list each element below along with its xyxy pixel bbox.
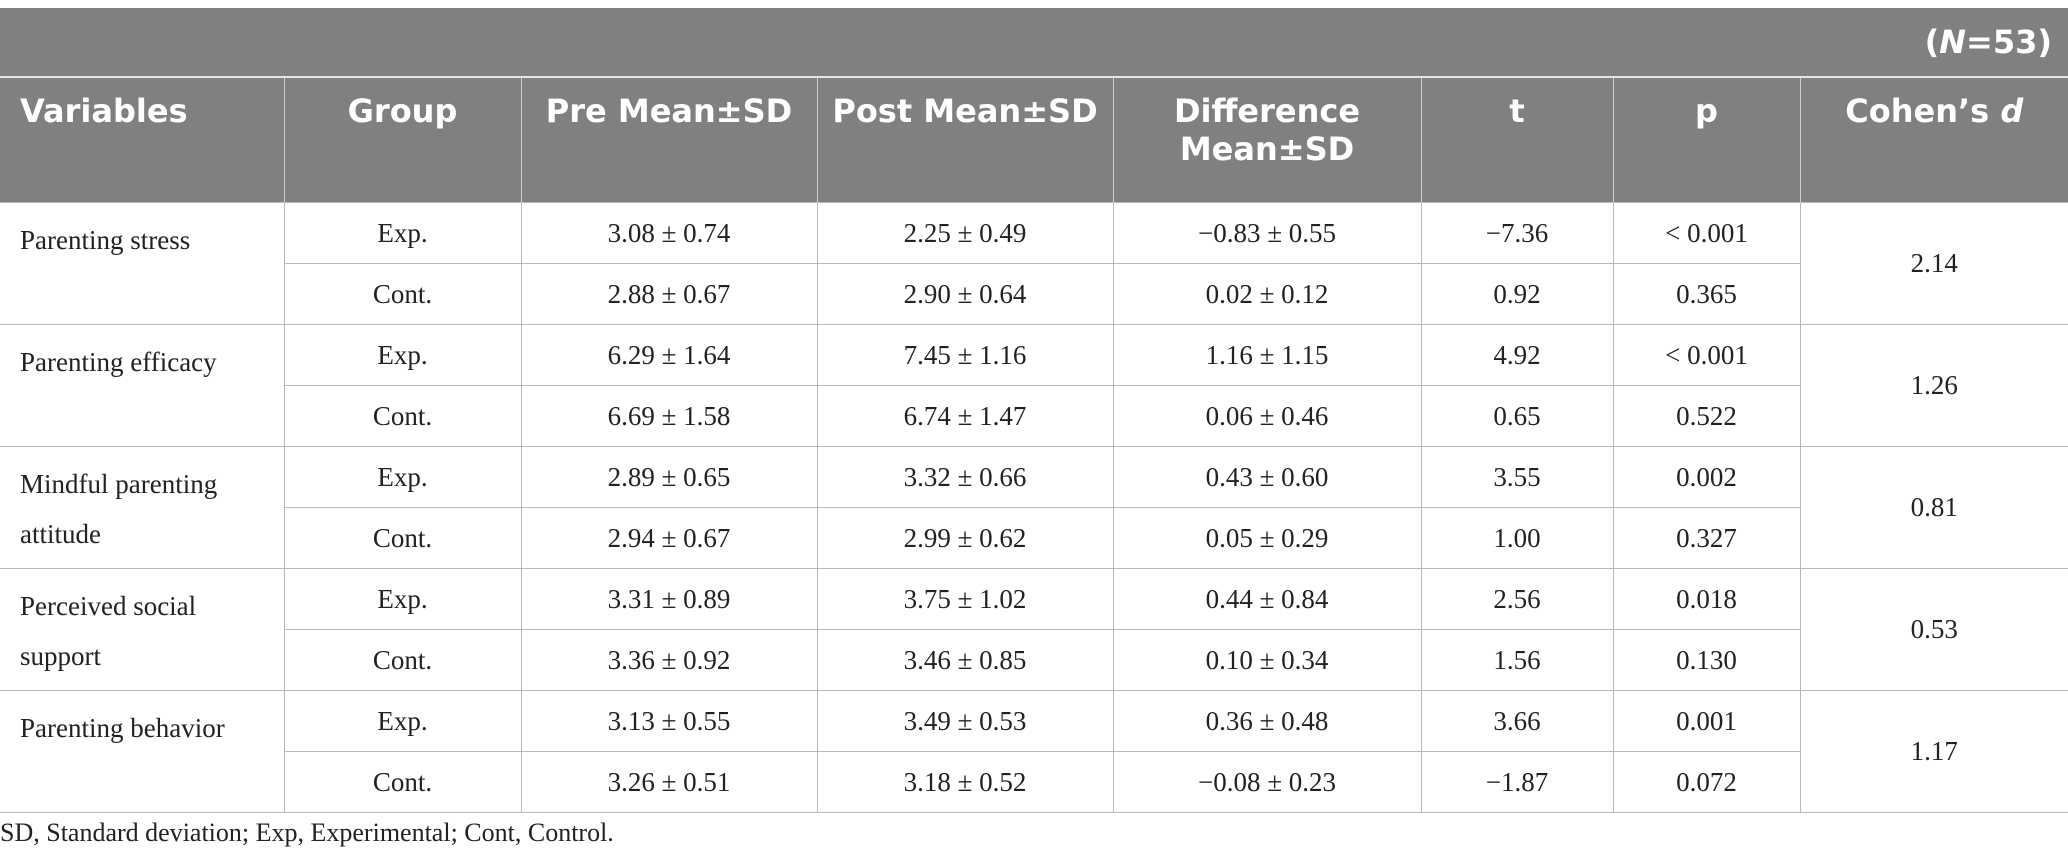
pre-cell: 3.26 ± 0.51 — [520, 751, 818, 813]
difference-cell: 0.43 ± 0.60 — [1112, 446, 1422, 508]
results-table: (N=53) Variables Group Pre Mean±SD Post … — [0, 8, 2068, 813]
t-cell: 3.66 — [1420, 690, 1614, 752]
p-cell: 0.072 — [1612, 751, 1801, 813]
t-cell: 3.55 — [1420, 446, 1614, 508]
t-cell: −1.87 — [1420, 751, 1614, 813]
t-cell: 2.56 — [1420, 568, 1614, 630]
p-cell: 0.522 — [1612, 385, 1801, 447]
t-cell: 1.00 — [1420, 507, 1614, 569]
p-cell: < 0.001 — [1612, 202, 1801, 264]
table-footnote: SD, Standard deviation; Exp, Experimenta… — [0, 818, 614, 847]
header-row: Variables Group Pre Mean±SD Post Mean±SD… — [0, 77, 2068, 203]
group-cell: Exp. — [283, 324, 522, 386]
group-cell: Cont. — [283, 751, 522, 813]
post-cell: 2.99 ± 0.62 — [816, 507, 1114, 569]
pre-cell: 6.29 ± 1.64 — [520, 324, 818, 386]
table-row: Cont. 2.88 ± 0.67 2.90 ± 0.64 0.02 ± 0.12 0.… — [0, 263, 2068, 325]
difference-cell: 0.36 ± 0.48 — [1112, 690, 1422, 752]
cohens-d-cell: 2.14 — [1799, 202, 2068, 325]
p-cell: < 0.001 — [1612, 324, 1801, 386]
pre-cell: 3.36 ± 0.92 — [520, 629, 818, 691]
variable-cell: Perceived social support — [0, 568, 285, 691]
group-cell: Exp. — [283, 568, 522, 630]
difference-cell: 0.44 ± 0.84 — [1112, 568, 1422, 630]
header-pre: Pre Mean±SD — [520, 77, 817, 203]
post-cell: 3.75 ± 1.02 — [816, 568, 1114, 630]
variable-cell: Parenting stress — [0, 202, 285, 325]
table-row: Cont. 3.36 ± 0.92 3.46 ± 0.85 0.10 ± 0.34 1.… — [0, 629, 2068, 691]
pre-cell: 6.69 ± 1.58 — [520, 385, 818, 447]
variable-cell: Mindful parenting attitude — [0, 446, 285, 569]
header-t: t — [1420, 77, 1613, 203]
group-cell: Exp. — [283, 446, 522, 508]
variable-cell: Parenting efficacy — [0, 324, 285, 447]
p-cell: 0.365 — [1612, 263, 1801, 325]
post-cell: 7.45 ± 1.16 — [816, 324, 1114, 386]
difference-cell: 1.16 ± 1.15 — [1112, 324, 1422, 386]
post-cell: 3.32 ± 0.66 — [816, 446, 1114, 508]
post-cell: 2.25 ± 0.49 — [816, 202, 1114, 264]
p-cell: 0.018 — [1612, 568, 1801, 630]
table-row: Perceived social support Exp. 3.31 ± 0.89 3… — [0, 568, 2068, 691]
table-body: Parenting stress Exp. 3.08 ± 0.74 2.25 ± 0.… — [0, 202, 2068, 813]
table-row: Cont. 3.26 ± 0.51 3.18 ± 0.52 −0.08 ± 0.23−… — [0, 751, 2068, 813]
difference-cell: 0.05 ± 0.29 — [1112, 507, 1422, 569]
header-difference: Difference Mean±SD — [1112, 77, 1421, 203]
header-cohens-d: Cohen’s d — [1799, 77, 2068, 203]
cohens-d-cell: 1.17 — [1799, 690, 2068, 813]
p-cell: 0.002 — [1612, 446, 1801, 508]
pre-cell: 3.31 ± 0.89 — [520, 568, 818, 630]
table-row: Cont. 2.94 ± 0.67 2.99 ± 0.62 0.05 ± 0.29 1.… — [0, 507, 2068, 569]
group-cell: Cont. — [283, 629, 522, 691]
p-cell: 0.130 — [1612, 629, 1801, 691]
sample-size-label: (N=53) — [0, 8, 2068, 78]
header-post: Post Mean±SD — [816, 77, 1113, 203]
t-cell: 0.92 — [1420, 263, 1614, 325]
group-cell: Exp. — [283, 690, 522, 752]
t-cell: 4.92 — [1420, 324, 1614, 386]
difference-cell: 0.10 ± 0.34 — [1112, 629, 1422, 691]
difference-cell: 0.06 ± 0.46 — [1112, 385, 1422, 447]
variable-cell: Parenting behavior — [0, 690, 285, 813]
t-cell: 1.56 — [1420, 629, 1614, 691]
group-cell: Exp. — [283, 202, 522, 264]
t-cell: −7.36 — [1420, 202, 1614, 264]
group-cell: Cont. — [283, 263, 522, 325]
post-cell: 3.18 ± 0.52 — [816, 751, 1114, 813]
table-row: Cont. 6.69 ± 1.58 6.74 ± 1.47 0.06 ± 0.46 0.… — [0, 385, 2068, 447]
header-p: p — [1612, 77, 1800, 203]
table-row: Parenting behavior Exp. 3.13 ± 0.55 3.49 ± … — [0, 690, 2068, 813]
post-cell: 3.49 ± 0.53 — [816, 690, 1114, 752]
post-cell: 3.46 ± 0.85 — [816, 629, 1114, 691]
t-cell: 0.65 — [1420, 385, 1614, 447]
p-cell: 0.001 — [1612, 690, 1801, 752]
table-row: Parenting efficacy Exp. 6.29 ± 1.64 7.45 ± … — [0, 324, 2068, 447]
group-cell: Cont. — [283, 385, 522, 447]
pre-cell: 3.13 ± 0.55 — [520, 690, 818, 752]
post-cell: 6.74 ± 1.47 — [816, 385, 1114, 447]
cohens-d-cell: 0.81 — [1799, 446, 2068, 569]
difference-cell: 0.02 ± 0.12 — [1112, 263, 1422, 325]
pre-cell: 2.94 ± 0.67 — [520, 507, 818, 569]
difference-cell: −0.83 ± 0.55 — [1112, 202, 1422, 264]
cohens-d-cell: 0.53 — [1799, 568, 2068, 691]
table-row: Mindful parenting attitude Exp. 2.89 ± 0.6… — [0, 446, 2068, 569]
pre-cell: 2.88 ± 0.67 — [520, 263, 818, 325]
difference-cell: −0.08 ± 0.23 — [1112, 751, 1422, 813]
table-row: Parenting stress Exp. 3.08 ± 0.74 2.25 ± 0.… — [0, 202, 2068, 325]
group-cell: Cont. — [283, 507, 522, 569]
pre-cell: 3.08 ± 0.74 — [520, 202, 818, 264]
header-variables: Variables — [0, 77, 284, 203]
sample-size-row: (N=53) — [0, 8, 2068, 78]
pre-cell: 2.89 ± 0.65 — [520, 446, 818, 508]
results-table-wrapper: (N=53) Variables Group Pre Mean±SD Post … — [0, 8, 2068, 813]
post-cell: 2.90 ± 0.64 — [816, 263, 1114, 325]
p-cell: 0.327 — [1612, 507, 1801, 569]
cohens-d-cell: 1.26 — [1799, 324, 2068, 447]
header-group: Group — [283, 77, 521, 203]
